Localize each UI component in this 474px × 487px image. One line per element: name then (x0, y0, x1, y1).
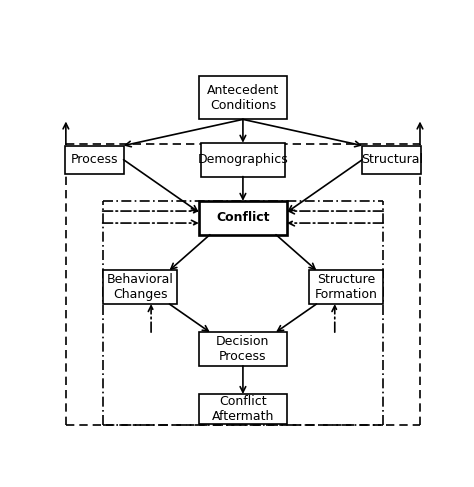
Text: Behavioral
Changes: Behavioral Changes (107, 273, 173, 301)
Text: Antecedent
Conditions: Antecedent Conditions (207, 84, 279, 112)
FancyBboxPatch shape (362, 146, 421, 174)
FancyBboxPatch shape (65, 146, 124, 174)
FancyBboxPatch shape (201, 143, 285, 177)
Text: Conflict: Conflict (216, 211, 270, 225)
FancyBboxPatch shape (199, 76, 287, 119)
Text: Structure
Formation: Structure Formation (314, 273, 377, 301)
Text: Process: Process (71, 153, 118, 166)
FancyBboxPatch shape (199, 201, 287, 235)
Text: Conflict
Aftermath: Conflict Aftermath (212, 395, 274, 423)
FancyBboxPatch shape (199, 394, 287, 424)
Text: Structural: Structural (361, 153, 423, 166)
Text: Decision
Process: Decision Process (216, 335, 270, 363)
Text: Demographics: Demographics (198, 153, 288, 166)
FancyBboxPatch shape (309, 270, 383, 304)
FancyBboxPatch shape (103, 270, 177, 304)
FancyBboxPatch shape (199, 332, 287, 366)
